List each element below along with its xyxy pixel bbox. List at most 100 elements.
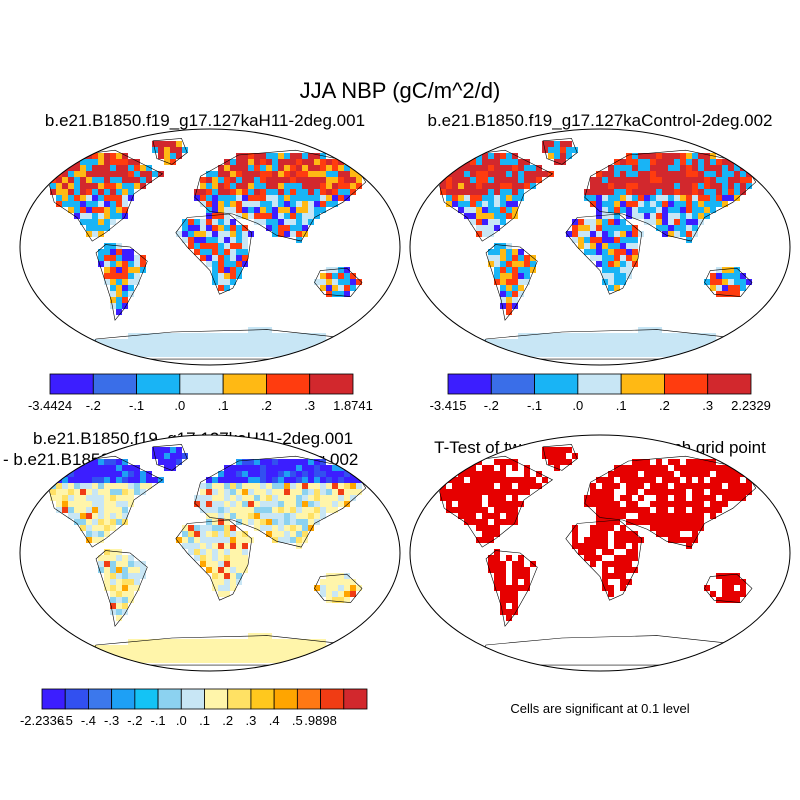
- grid-cell: [296, 459, 302, 465]
- grid-cell: [314, 657, 320, 663]
- grid-cell: [506, 351, 512, 357]
- grid-cell: [218, 537, 224, 543]
- grid-cell: [506, 591, 512, 597]
- grid-cell: [668, 501, 674, 507]
- grid-cell: [68, 483, 74, 489]
- grid-cell: [722, 489, 728, 495]
- grid-cell: [56, 177, 62, 183]
- grid-cell: [662, 531, 668, 537]
- grid-cell: [254, 189, 260, 195]
- grid-cell: [194, 225, 200, 231]
- grid-cell: [224, 339, 230, 345]
- grid-cell: [116, 339, 122, 345]
- grid-cell: [482, 525, 488, 531]
- grid-cell: [284, 339, 290, 345]
- grid-cell: [716, 471, 722, 477]
- grid-cell: [302, 177, 308, 183]
- grid-cell: [692, 501, 698, 507]
- grid-cell: [704, 495, 710, 501]
- grid-cell: [326, 657, 332, 663]
- grid-cell: [680, 189, 686, 195]
- grid-cell: [590, 255, 596, 261]
- grid-cell: [128, 573, 134, 579]
- grid-cell: [674, 483, 680, 489]
- grid-cell: [218, 585, 224, 591]
- grid-cell: [260, 339, 266, 345]
- grid-cell: [692, 333, 698, 339]
- grid-cell: [74, 171, 80, 177]
- grid-cell: [56, 483, 62, 489]
- grid-cell: [590, 243, 596, 249]
- grid-cell: [236, 561, 242, 567]
- grid-cell: [104, 159, 110, 165]
- grid-cell: [266, 213, 272, 219]
- grid-cell: [464, 513, 470, 519]
- grid-cell: [518, 345, 524, 351]
- colorbar-box: [204, 688, 229, 710]
- grid-cell: [110, 219, 116, 225]
- grid-cell: [218, 513, 224, 519]
- grid-cell: [452, 507, 458, 513]
- grid-cell: [632, 483, 638, 489]
- grid-cell: [140, 657, 146, 663]
- grid-cell: [458, 159, 464, 165]
- grid-cell: [518, 567, 524, 573]
- grid-cell: [452, 171, 458, 177]
- grid-cell: [464, 165, 470, 171]
- grid-cell: [134, 267, 140, 273]
- grid-cell: [224, 555, 230, 561]
- grid-cell: [470, 489, 476, 495]
- grid-cell: [68, 507, 74, 513]
- grid-cell: [164, 351, 170, 357]
- grid-cell: [116, 195, 122, 201]
- grid-cell: [662, 501, 668, 507]
- grid-cell: [164, 339, 170, 345]
- grid-cell: [218, 501, 224, 507]
- grid-cell: [170, 333, 176, 339]
- grid-cell: [104, 183, 110, 189]
- grid-cell: [590, 183, 596, 189]
- grid-cell: [86, 189, 92, 195]
- grid-cell: [476, 489, 482, 495]
- grid-cell: [110, 201, 116, 207]
- grid-cell: [494, 267, 500, 273]
- grid-cell: [518, 165, 524, 171]
- grid-cell: [308, 171, 314, 177]
- grid-cell: [128, 249, 134, 255]
- colorbar-box: [707, 373, 752, 395]
- grid-cell: [104, 483, 110, 489]
- grid-cell: [302, 531, 308, 537]
- grid-cell: [116, 597, 122, 603]
- grid-cell: [212, 189, 218, 195]
- grid-cell: [668, 345, 674, 351]
- grid-cell: [122, 177, 128, 183]
- grid-cell: [626, 225, 632, 231]
- grid-cell: [704, 351, 710, 357]
- grid-cell: [500, 339, 506, 345]
- grid-cell: [614, 285, 620, 291]
- grid-cell: [524, 159, 530, 165]
- grid-cell: [518, 171, 524, 177]
- grid-cell: [188, 531, 194, 537]
- grid-cell: [332, 477, 338, 483]
- grid-cell: [716, 159, 722, 165]
- grid-cell: [140, 471, 146, 477]
- grid-cell: [212, 531, 218, 537]
- grid-cell: [236, 501, 242, 507]
- grid-cell: [674, 333, 680, 339]
- grid-cell: [692, 183, 698, 189]
- grid-cell: [98, 207, 104, 213]
- grid-cell: [146, 639, 152, 645]
- grid-cell: [476, 183, 482, 189]
- grid-cell: [482, 159, 488, 165]
- grid-cell: [464, 177, 470, 183]
- grid-cell: [272, 513, 278, 519]
- grid-cell: [596, 489, 602, 495]
- grid-cell: [284, 483, 290, 489]
- grid-cell: [212, 555, 218, 561]
- grid-cell: [236, 165, 242, 171]
- grid-cell: [212, 249, 218, 255]
- grid-cell: [506, 249, 512, 255]
- grid-cell: [548, 171, 554, 177]
- grid-cell: [326, 471, 332, 477]
